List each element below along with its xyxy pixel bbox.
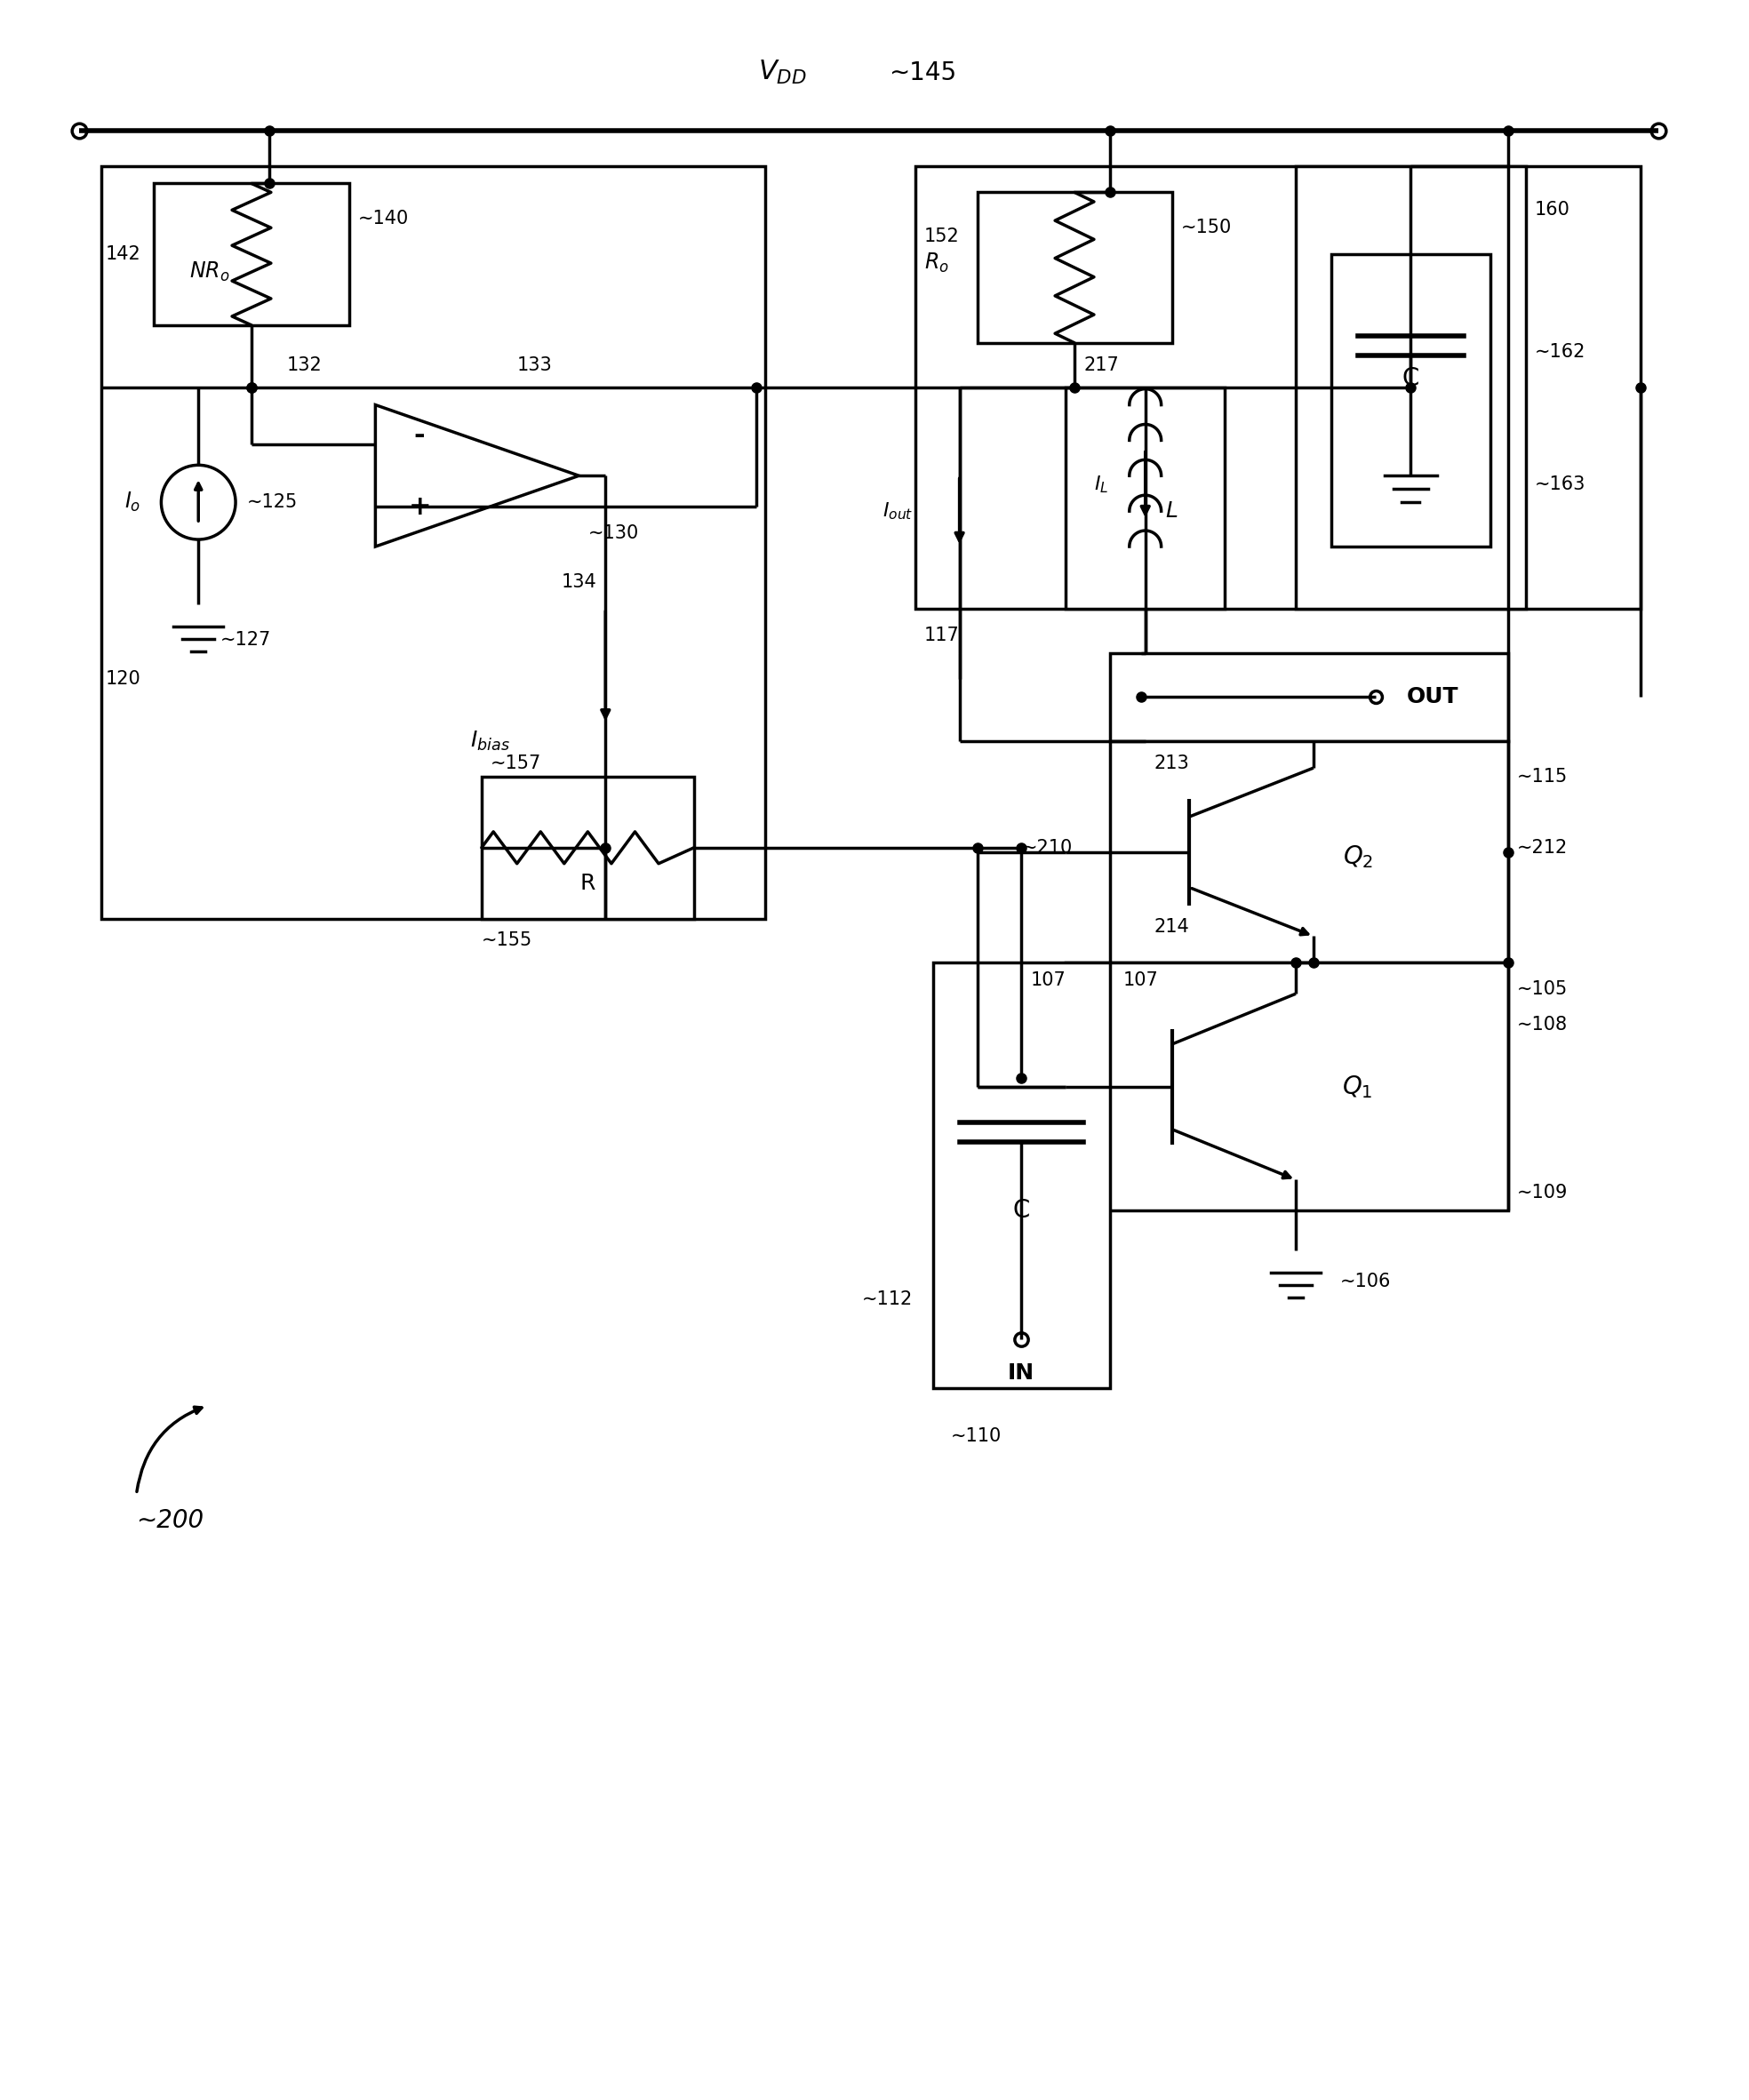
Text: ∼163: ∼163 [1534, 477, 1586, 494]
Text: $I_{bias}$: $I_{bias}$ [470, 729, 511, 754]
Text: ∼210: ∼210 [1021, 838, 1072, 857]
Text: ∼125: ∼125 [247, 494, 297, 510]
Bar [154, 183, 348, 326]
Text: 134: 134 [561, 573, 596, 590]
Text: ∼200: ∼200 [136, 1508, 205, 1533]
Text: IN: IN [1007, 1363, 1035, 1384]
Text: 160: 160 [1534, 202, 1571, 218]
Text: 107: 107 [1030, 972, 1065, 989]
Text: ∼130: ∼130 [588, 525, 638, 542]
Text: ∼112: ∼112 [862, 1289, 913, 1308]
Text: ∼212: ∼212 [1516, 838, 1567, 857]
Text: ∼145: ∼145 [888, 61, 957, 86]
Bar [978, 193, 1172, 342]
Text: ∼110: ∼110 [951, 1428, 1002, 1445]
Bar [1065, 962, 1508, 1212]
Text: $Q_1$: $Q_1$ [1343, 1073, 1373, 1100]
Text: $I_{out}$: $I_{out}$ [881, 500, 913, 521]
Text: 117: 117 [923, 626, 960, 645]
Text: ∼157: ∼157 [490, 754, 540, 773]
Text: C: C [1013, 1199, 1030, 1222]
Bar [481, 777, 694, 918]
Text: $NR_o$: $NR_o$ [189, 260, 229, 284]
Bar [1065, 386, 1224, 609]
Text: ∼127: ∼127 [220, 630, 271, 649]
Bar [1331, 254, 1490, 546]
Text: ∼109: ∼109 [1516, 1184, 1567, 1201]
Text: ∼115: ∼115 [1516, 769, 1567, 785]
Text: OUT: OUT [1406, 687, 1459, 708]
Bar [932, 962, 1111, 1388]
Text: 217: 217 [1083, 357, 1119, 374]
Text: $Q_2$: $Q_2$ [1343, 844, 1373, 869]
Text: -: - [415, 422, 425, 449]
Text: 120: 120 [105, 670, 142, 689]
Bar [1111, 653, 1508, 741]
Text: ∼162: ∼162 [1534, 342, 1586, 361]
Text: L: L [1165, 500, 1179, 521]
Text: 214: 214 [1154, 918, 1189, 937]
Text: $I_L$: $I_L$ [1093, 475, 1109, 496]
Bar [915, 166, 1641, 609]
Text: ∼108: ∼108 [1516, 1016, 1567, 1033]
Text: 133: 133 [518, 357, 553, 374]
Text: ∼105: ∼105 [1516, 981, 1567, 998]
Text: 213: 213 [1154, 754, 1189, 773]
Text: ∼106: ∼106 [1340, 1273, 1390, 1292]
Text: 152: 152 [923, 227, 960, 246]
Text: ∼150: ∼150 [1181, 218, 1231, 237]
Bar [1296, 166, 1525, 609]
Text: 107: 107 [1123, 972, 1158, 989]
Text: $R_o$: $R_o$ [923, 252, 948, 275]
Text: $I_o$: $I_o$ [124, 491, 142, 514]
Text: 142: 142 [105, 246, 142, 262]
Text: $V_{DD}$: $V_{DD}$ [757, 59, 806, 86]
Text: ∼155: ∼155 [481, 932, 532, 949]
Bar [101, 166, 764, 918]
Text: R: R [581, 872, 595, 895]
Bar [1111, 741, 1508, 962]
Text: +: + [408, 494, 430, 519]
Text: 132: 132 [287, 357, 322, 374]
Text: C: C [1403, 365, 1420, 391]
Text: ∼140: ∼140 [359, 210, 409, 227]
